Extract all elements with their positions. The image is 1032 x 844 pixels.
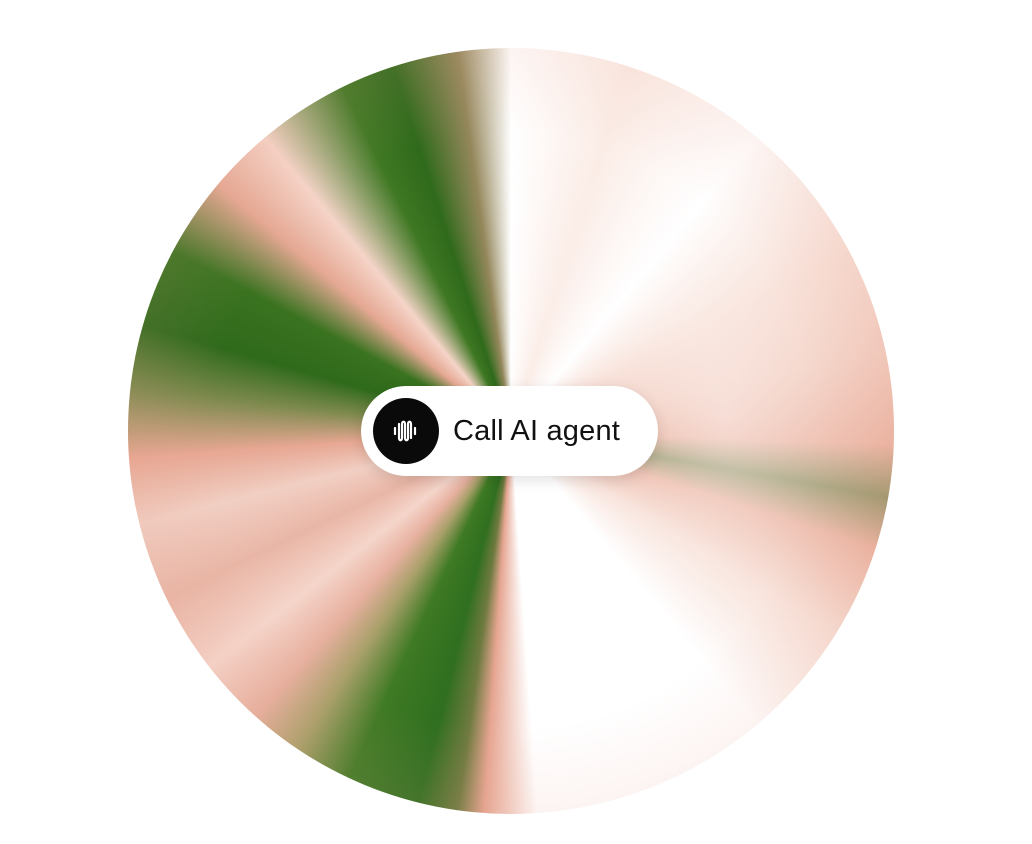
call-button-label: Call AI agent — [453, 414, 621, 447]
call-ai-agent-button[interactable]: Call AI agent — [361, 386, 658, 476]
waveform-icon — [373, 398, 439, 464]
